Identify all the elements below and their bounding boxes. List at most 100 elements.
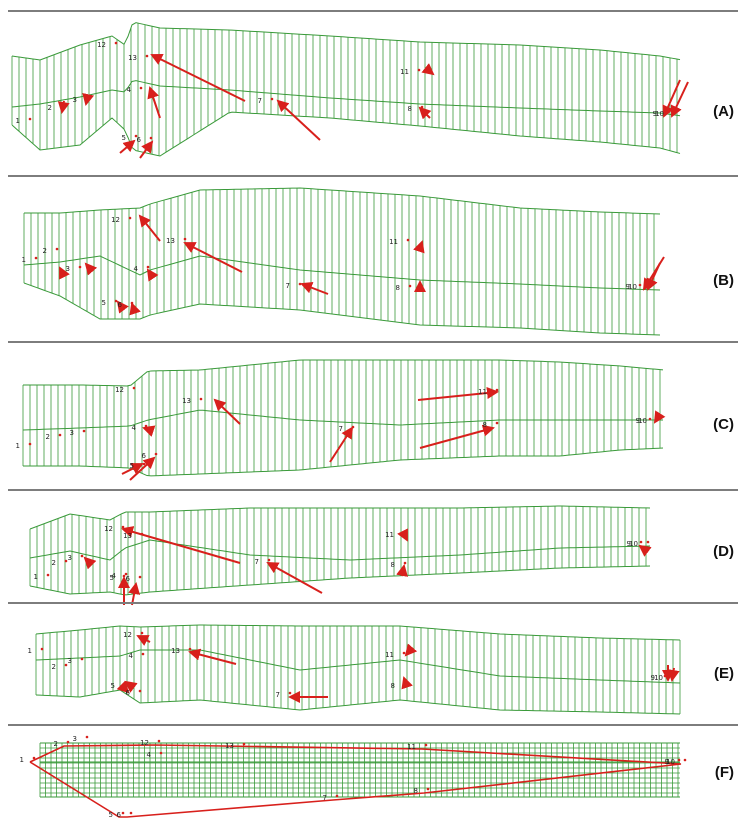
mesh-midline: [11, 80, 681, 117]
point-marker: [154, 452, 158, 456]
point-marker: [129, 811, 133, 815]
point-marker: [124, 572, 128, 576]
point-marker: [146, 265, 150, 269]
point-marker: [34, 256, 38, 260]
point-marker: [40, 647, 44, 651]
displacement-arrow: [129, 302, 141, 316]
displacement-arrow: [138, 214, 161, 242]
point-label: 6: [118, 301, 123, 309]
point-marker: [402, 531, 406, 535]
point-label: 1: [16, 442, 20, 450]
point-label: 8: [483, 421, 487, 429]
point-label: 4: [147, 751, 152, 759]
displacement-arrow: [119, 139, 136, 154]
point-label: 5: [111, 682, 115, 690]
point-marker: [683, 758, 687, 762]
displacement-arrow: [121, 526, 241, 564]
displacement-arrow: [300, 281, 329, 295]
point-label: 3: [73, 735, 77, 743]
mesh-midline: [22, 409, 663, 431]
point-label: 9: [653, 110, 657, 118]
point-marker: [402, 651, 406, 655]
point-marker: [32, 756, 36, 760]
point-marker: [140, 631, 144, 635]
point-marker: [128, 216, 132, 220]
point-label: 10: [628, 283, 637, 291]
point-marker: [639, 540, 643, 544]
displacement-arrow: [136, 635, 151, 646]
point-marker: [149, 136, 153, 140]
point-marker: [288, 691, 292, 695]
point-marker: [78, 265, 82, 269]
displacement-arrow: [121, 463, 144, 475]
panel-label-b: (B): [713, 272, 734, 289]
displacement-arrow: [213, 398, 241, 425]
displacement-arrow: [83, 556, 97, 570]
point-label: 5: [109, 811, 113, 819]
separator-de: [8, 602, 738, 604]
point-label: 7: [323, 794, 327, 802]
point-label: 9: [651, 674, 655, 682]
panel-label-d: (D): [713, 543, 734, 560]
point-label: 3: [68, 554, 72, 562]
displacement-arrow: [59, 266, 70, 280]
point-label: 11: [385, 651, 394, 659]
displacement-arrow: [146, 268, 159, 282]
point-label: 11: [478, 388, 487, 396]
point-label: 2: [43, 247, 47, 255]
point-label: 10: [638, 417, 647, 425]
point-marker: [66, 740, 70, 744]
point-label: 8: [391, 561, 395, 569]
point-marker: [121, 525, 125, 529]
point-label: 6: [142, 452, 147, 460]
point-label: 6: [126, 689, 131, 697]
point-marker: [159, 751, 163, 755]
point-marker: [141, 652, 145, 656]
point-marker: [351, 425, 355, 429]
point-marker: [134, 134, 138, 138]
point-marker: [298, 282, 302, 286]
point-label: 1: [28, 647, 32, 655]
point-marker: [80, 554, 84, 558]
displacement-arrow: [670, 81, 689, 118]
point-label: 5: [110, 574, 114, 582]
point-label: 4: [112, 572, 117, 580]
separator-top: [8, 10, 738, 12]
displacement-arrow: [667, 667, 680, 682]
point-label: 4: [127, 86, 132, 94]
point-marker: [80, 657, 84, 661]
mesh-e: [35, 624, 681, 715]
point-label: 2: [54, 740, 58, 748]
point-marker: [403, 561, 407, 565]
point-marker: [199, 397, 203, 401]
point-marker: [648, 417, 652, 421]
point-label: 13: [182, 397, 191, 405]
point-label: 11: [385, 531, 394, 539]
point-label: 12: [111, 216, 120, 224]
panel-label-a: (A): [713, 103, 734, 120]
mesh-bottom-edge: [35, 689, 681, 715]
mesh-bottom-edge: [11, 111, 681, 157]
point-marker: [138, 689, 142, 693]
displacement-arrow: [396, 564, 408, 577]
panel-label-e: (E): [714, 665, 734, 682]
mesh-midline: [29, 539, 651, 561]
point-label: 7: [339, 425, 343, 433]
point-label: 1: [22, 256, 26, 264]
point-marker: [123, 682, 127, 686]
point-label: 2: [52, 559, 56, 567]
point-label: 12: [97, 41, 106, 49]
mesh-a: [11, 22, 681, 157]
point-marker: [646, 540, 650, 544]
mesh-top-edge: [29, 505, 651, 530]
point-label: 6: [137, 136, 142, 144]
point-label: 13: [171, 647, 180, 655]
point-label: 10: [655, 110, 664, 118]
mesh-top-edge: [11, 22, 681, 61]
displacement-arrow: [417, 387, 499, 401]
point-marker: [645, 283, 649, 287]
point-marker: [665, 110, 669, 114]
mesh-bottom-edge: [23, 447, 664, 477]
displacement-arrow: [421, 63, 435, 76]
displacement-arrow: [128, 582, 141, 606]
